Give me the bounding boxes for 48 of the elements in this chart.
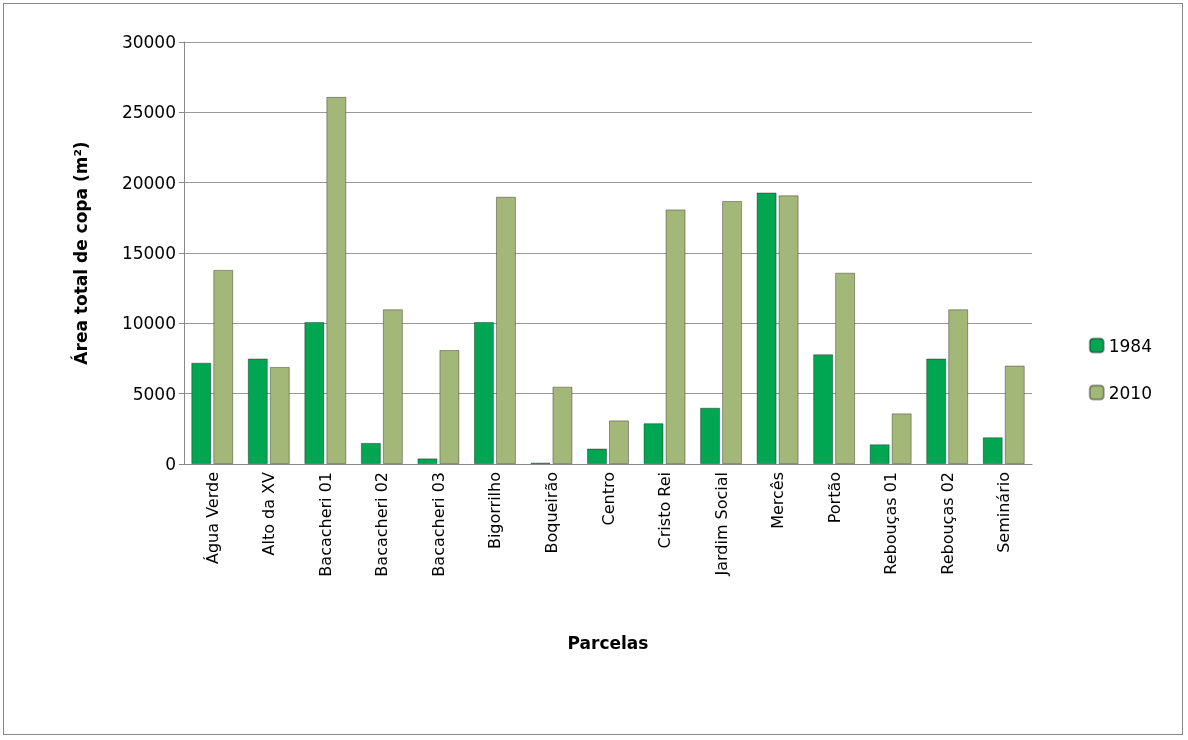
x-tick-label: Cristo Rei [655,472,675,549]
y-tick-label: 0 [165,454,176,474]
bar [700,407,721,464]
y-tick-label: 25000 [121,102,176,123]
legend-label: 2010 [1108,382,1152,403]
bar [609,420,629,464]
bar [213,269,234,464]
bar [247,358,268,464]
x-tick-label: Alto da XV [259,471,279,556]
bar [473,321,494,464]
x-tick-label: Boqueirão [541,472,561,554]
bar [891,413,912,464]
x-tick-label: Rebouças 02 [937,472,957,575]
x-tick-label: Portão [824,472,844,524]
bar [813,354,834,464]
bar [382,309,403,464]
bar [982,437,1003,464]
bar [326,96,347,464]
bar [269,366,290,464]
x-tick-label: Bacacheri 01 [315,472,335,577]
y-tick-label: 30000 [121,32,176,52]
x-tick-label: Bacacheri 02 [372,472,392,577]
x-tick-label: Água Verde [202,472,222,564]
y-tick-label: 15000 [121,243,176,263]
legend-label: 1984 [1108,335,1152,356]
bar [1004,365,1025,464]
y-tick-label: 5000 [132,383,176,404]
bar [191,362,212,464]
bar [869,444,890,464]
x-tick-label: Rebouças 01 [881,472,901,575]
bar [926,358,947,464]
x-tick-label: Jardim Social [711,472,731,577]
y-tick-label: 20000 [121,172,176,193]
bar [304,321,325,464]
bar [587,448,607,464]
bar [948,309,969,464]
x-tick-label: Centro [598,472,618,526]
x-tick-label: Mercês [768,472,788,529]
bar [835,272,856,464]
bar [360,442,381,464]
x-axis-title: Parcelas [567,632,649,653]
x-tick-label: Bigorrilho [485,472,505,550]
bar [495,196,516,464]
x-tick-label: Seminário [994,472,1014,553]
y-tick-label: 10000 [121,313,176,334]
y-axis-title: Área total de copa (m²) [69,141,91,365]
x-tick-label: Bacacheri 03 [428,472,448,577]
bar [722,200,743,464]
